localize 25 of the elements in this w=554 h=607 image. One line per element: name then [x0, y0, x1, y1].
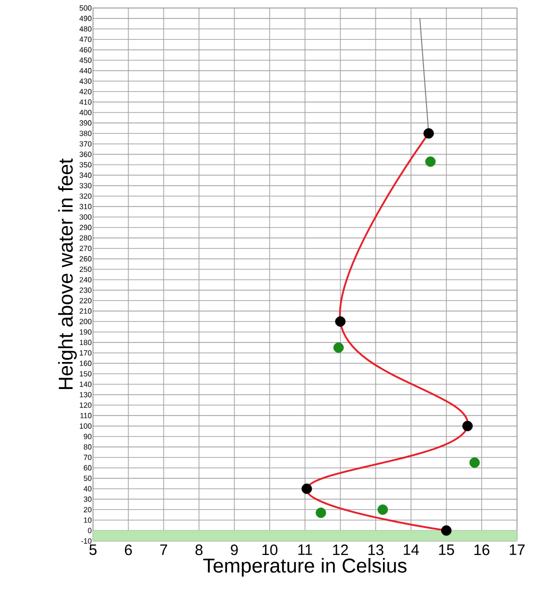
point — [425, 156, 436, 167]
y-axis-title: Height above water in feet — [58, 158, 77, 390]
point — [462, 420, 473, 432]
x-tick-label: 14 — [404, 544, 419, 555]
point — [469, 457, 480, 468]
point — [378, 504, 388, 515]
point — [423, 128, 434, 139]
x-tick-label: 10 — [262, 544, 278, 556]
x-tick-label: 16 — [474, 544, 490, 556]
x-tick-label: 6 — [124, 544, 132, 556]
x-tick-label: 9 — [230, 544, 238, 556]
point — [302, 484, 312, 494]
x-tick-label: 5 — [89, 544, 97, 555]
point — [316, 508, 326, 518]
x-tick-label: 7 — [160, 544, 168, 555]
x-tick-label: 13 — [368, 544, 384, 556]
x-tick-label: 12 — [333, 544, 348, 556]
point — [441, 525, 452, 536]
x-tick-label: 15 — [439, 544, 454, 555]
point — [333, 342, 344, 353]
point — [335, 316, 346, 327]
x-tick-label: 8 — [195, 544, 203, 556]
x-axis-title: Temperature in Celsius — [203, 558, 406, 577]
x-tick-label: 11 — [298, 544, 312, 555]
x-tick-label: 17 — [510, 544, 525, 555]
